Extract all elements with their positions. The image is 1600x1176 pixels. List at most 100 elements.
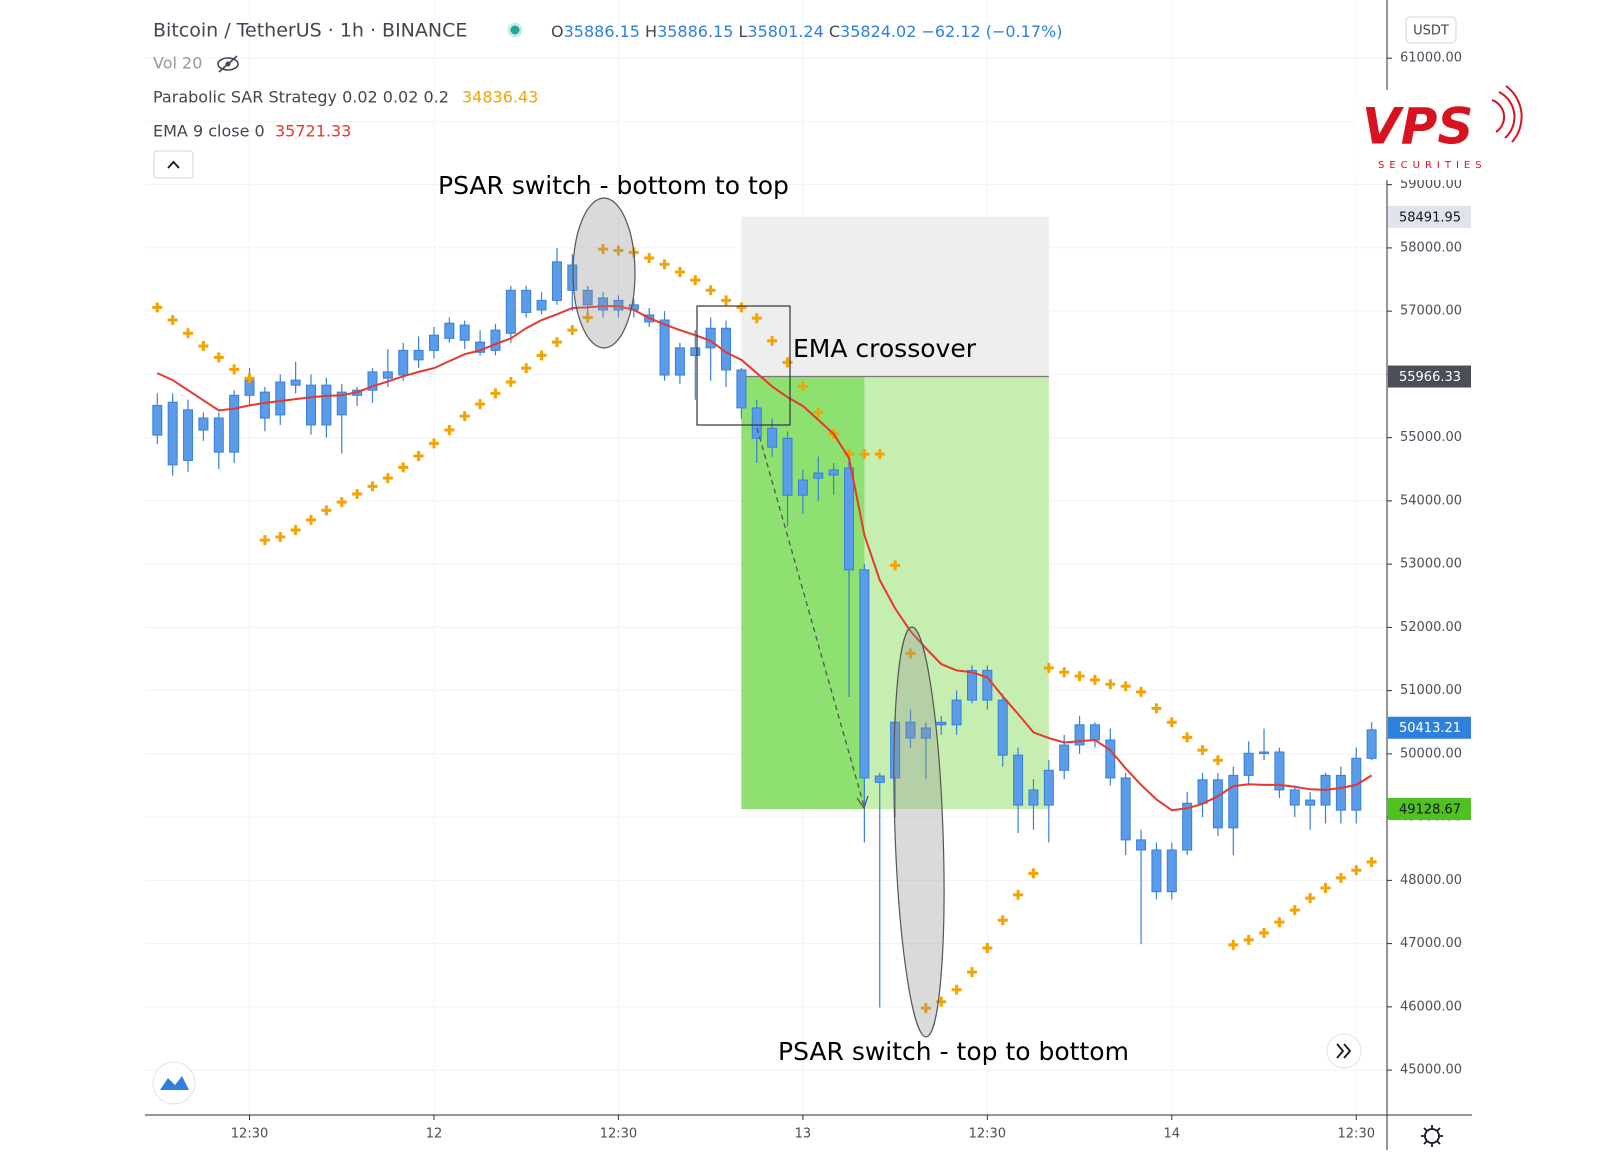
indicator-value: 35721.33	[275, 122, 351, 141]
candle-body	[152, 404, 163, 436]
candle-body	[859, 569, 870, 779]
candle-body	[290, 379, 301, 386]
psar-point	[428, 438, 439, 449]
psar-point	[736, 302, 747, 313]
psar-point	[874, 449, 885, 460]
price-badge	[1388, 716, 1471, 739]
candle-body	[382, 371, 393, 379]
volume-label: Vol 20	[153, 54, 202, 73]
psar-point	[551, 337, 562, 348]
candle-body	[582, 289, 593, 306]
candle-body	[567, 264, 578, 291]
candle-body	[1243, 752, 1254, 776]
psar-point	[259, 535, 270, 546]
collapse-button[interactable]	[153, 150, 194, 179]
candle-body	[167, 401, 178, 466]
candle-body	[736, 369, 747, 409]
psar-point	[1305, 893, 1316, 904]
candle-body	[1136, 839, 1147, 851]
candle-body	[951, 699, 962, 726]
y-tick-label: 48000.00	[1400, 873, 1462, 888]
price-badge	[1388, 365, 1471, 388]
psar-point	[982, 943, 993, 954]
psar-point	[890, 560, 901, 571]
candle-body	[1028, 789, 1039, 806]
psar-point	[444, 425, 455, 436]
psar-point	[674, 266, 685, 277]
psar-point	[1059, 667, 1070, 678]
ohlc-change: −62.12 (−0.17%)	[921, 22, 1062, 41]
arrow-head	[856, 795, 869, 810]
candle-body	[213, 417, 224, 453]
candle-body	[828, 469, 839, 476]
axes: 61000.0060000.0059000.0058000.0057000.00…	[231, 51, 1471, 1142]
gear-teeth	[1421, 1125, 1443, 1147]
y-tick-label: 58000.00	[1400, 240, 1462, 255]
psar-point	[505, 376, 516, 387]
candle-body	[521, 289, 532, 313]
psar-point	[567, 325, 578, 336]
candle-body	[490, 329, 501, 351]
candle-body	[767, 427, 778, 448]
psar-point	[659, 259, 670, 270]
annotation: EMA crossover	[793, 334, 977, 363]
highlight-ellipse	[893, 626, 945, 1038]
psar-point	[920, 1003, 931, 1014]
settings-button[interactable]	[1421, 1125, 1443, 1147]
x-tick-label: 14	[1164, 1127, 1181, 1142]
psar-point	[1028, 868, 1039, 879]
hide-icon[interactable]	[217, 55, 239, 73]
psar-point	[336, 497, 347, 508]
candle-body	[1197, 779, 1208, 804]
y-tick-label: 59000.00	[1400, 177, 1462, 192]
psar-point	[1274, 917, 1285, 928]
psar-point	[475, 399, 486, 410]
psar-point	[1182, 732, 1193, 743]
psar-point	[1289, 905, 1300, 916]
candle-body	[905, 721, 916, 739]
scroll-right-button[interactable]	[1326, 1033, 1362, 1069]
candle-body	[459, 324, 470, 341]
candle-body	[336, 391, 347, 416]
ema-line	[156, 305, 1373, 812]
price-badge-label: 50413.21	[1399, 721, 1461, 736]
psar-point	[1136, 686, 1147, 697]
plot	[152, 244, 1377, 1014]
highlight-ellipse	[572, 197, 636, 349]
ohlc-values: O35886.15 H35886.15 L35801.24 C35824.02 …	[551, 22, 1062, 41]
psar-point	[598, 244, 609, 255]
stop-zone	[741, 216, 1049, 377]
y-tick-label: 47000.00	[1400, 936, 1462, 951]
y-tick-label: 45000.00	[1400, 1063, 1462, 1078]
eye	[217, 57, 239, 71]
x-tick-label: 12:30	[969, 1127, 1006, 1142]
psar-point	[459, 411, 470, 422]
candle-body	[1289, 789, 1300, 806]
psar-point	[1243, 934, 1254, 945]
psar-point	[290, 524, 301, 535]
ohlc-value: 35801.24	[747, 22, 823, 41]
psar-point	[382, 473, 393, 484]
psar-point	[582, 312, 593, 323]
psar-point	[1074, 671, 1085, 682]
candle-body	[551, 261, 562, 301]
double-chevron	[1336, 1043, 1352, 1059]
psar-point	[1228, 939, 1239, 950]
tradingview-logo[interactable]	[152, 1061, 196, 1105]
y-tick-label: 53000.00	[1400, 557, 1462, 572]
candle-body	[659, 319, 670, 376]
price-badge	[1388, 205, 1471, 228]
candle-body	[428, 334, 439, 351]
candle-body	[259, 391, 270, 419]
currency-label: USDT	[1413, 24, 1449, 39]
ohlc-value: 35824.02	[840, 22, 916, 41]
ohlc-value: 35886.15	[657, 22, 733, 41]
currency-frame[interactable]	[1405, 16, 1457, 44]
y-tick-label: 46000.00	[1400, 999, 1462, 1014]
psar-point	[782, 357, 793, 368]
candle-body	[782, 437, 793, 496]
candle-body	[674, 347, 685, 376]
psar-point	[213, 352, 224, 363]
psar-point	[198, 340, 209, 351]
